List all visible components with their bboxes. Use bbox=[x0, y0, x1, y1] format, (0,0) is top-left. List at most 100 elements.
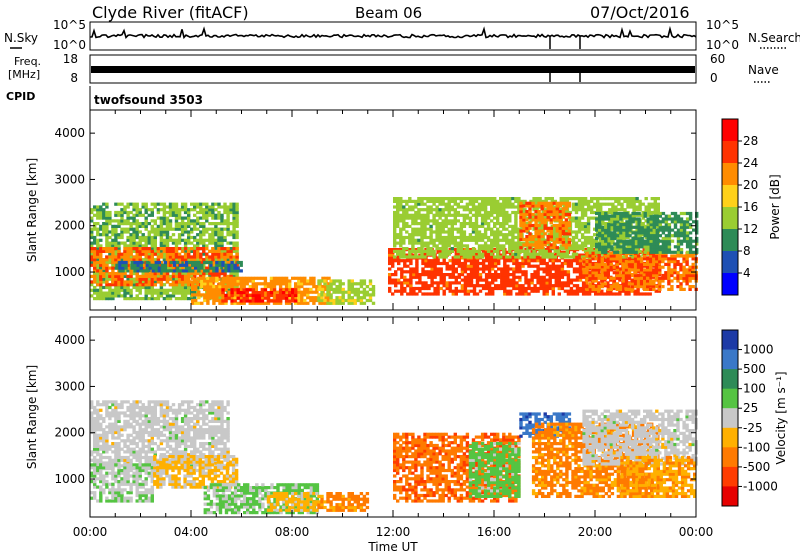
power-cell bbox=[429, 219, 433, 223]
power-cell bbox=[269, 276, 274, 280]
power-cell bbox=[135, 205, 139, 209]
power-cell bbox=[424, 253, 428, 257]
power-cell bbox=[553, 205, 557, 209]
power-cell bbox=[590, 210, 594, 215]
power-cell bbox=[548, 264, 552, 268]
power-cell bbox=[433, 286, 437, 291]
power-cell bbox=[491, 256, 495, 260]
power-cell bbox=[577, 224, 582, 228]
power-cell bbox=[593, 197, 597, 201]
power-cell bbox=[144, 274, 148, 278]
power-cell bbox=[394, 273, 398, 277]
power-cell bbox=[272, 282, 277, 286]
power-cell bbox=[180, 260, 185, 265]
power-cell bbox=[157, 260, 162, 265]
power-cell bbox=[141, 285, 145, 290]
power-cell bbox=[208, 208, 212, 212]
power-cell bbox=[120, 288, 124, 292]
power-cell bbox=[632, 199, 636, 203]
power-cell bbox=[93, 241, 97, 245]
power-cell bbox=[347, 298, 351, 303]
power-cell bbox=[396, 216, 400, 220]
power-cell bbox=[593, 205, 597, 209]
power-cell bbox=[562, 247, 567, 251]
power-cell bbox=[414, 230, 418, 234]
power-cell bbox=[594, 289, 598, 293]
power-cell bbox=[657, 261, 661, 266]
power-cell bbox=[512, 256, 516, 260]
power-cell bbox=[647, 208, 651, 212]
power-cell bbox=[300, 293, 304, 297]
power-cell bbox=[105, 219, 109, 223]
power-cell bbox=[99, 291, 103, 295]
power-cell bbox=[114, 238, 118, 242]
power-cell bbox=[512, 286, 516, 291]
power-cell bbox=[629, 230, 633, 234]
power-cell bbox=[611, 202, 615, 206]
power-cell bbox=[93, 205, 97, 209]
power-cell bbox=[412, 275, 416, 279]
power-cell bbox=[187, 258, 191, 262]
power-cell bbox=[429, 238, 433, 242]
power-cell bbox=[542, 281, 546, 285]
power-cell bbox=[441, 208, 445, 212]
power-cell bbox=[481, 261, 486, 266]
power-cell bbox=[577, 208, 582, 212]
power-cell bbox=[436, 256, 440, 260]
power-cell bbox=[90, 244, 94, 248]
power-cell bbox=[156, 224, 161, 228]
power-cell bbox=[466, 275, 471, 279]
power-cell bbox=[545, 284, 549, 288]
power-cell bbox=[451, 289, 455, 293]
power-cell bbox=[444, 241, 448, 245]
power-cell bbox=[156, 291, 161, 295]
power-cell bbox=[150, 272, 154, 276]
power-cell bbox=[408, 213, 412, 217]
power-cell bbox=[205, 227, 209, 231]
power-cell bbox=[165, 288, 170, 292]
power-cell bbox=[409, 284, 413, 288]
power-cell bbox=[118, 266, 122, 270]
power-cell bbox=[187, 288, 191, 292]
power-cell bbox=[257, 276, 262, 280]
power-cell bbox=[484, 253, 489, 257]
power-cell bbox=[129, 258, 133, 262]
power-cell bbox=[257, 293, 262, 297]
power-cell bbox=[347, 279, 351, 283]
power-cell bbox=[497, 273, 501, 277]
power-cell bbox=[530, 289, 534, 293]
power-cell bbox=[193, 213, 197, 217]
power-cell bbox=[557, 284, 561, 288]
power-cell bbox=[457, 281, 461, 285]
power-cell bbox=[529, 219, 533, 223]
power-cell bbox=[199, 252, 203, 256]
power-cell bbox=[251, 285, 255, 289]
power-cell bbox=[396, 249, 400, 253]
power-cell bbox=[508, 197, 512, 201]
power-cell bbox=[405, 235, 409, 240]
power-cell bbox=[505, 219, 509, 223]
power-cell bbox=[141, 205, 145, 209]
power-cell bbox=[490, 199, 494, 203]
power-cell bbox=[317, 298, 321, 303]
power-cell bbox=[435, 219, 439, 223]
power-cell bbox=[583, 210, 588, 215]
power-cell bbox=[432, 216, 436, 220]
power-cell bbox=[448, 264, 452, 268]
power-cell bbox=[438, 222, 442, 226]
power-cell bbox=[117, 280, 121, 284]
power-cell bbox=[90, 247, 94, 251]
power-cell bbox=[563, 250, 568, 254]
power-cell bbox=[545, 248, 549, 252]
power-cell bbox=[102, 208, 106, 212]
power-cell bbox=[399, 252, 403, 256]
power-cell bbox=[399, 202, 403, 206]
power-cell bbox=[341, 301, 345, 305]
power-cell bbox=[480, 247, 485, 251]
power-cell bbox=[400, 259, 404, 263]
power-cell bbox=[421, 261, 425, 266]
power-cell bbox=[541, 199, 545, 203]
power-cell bbox=[120, 230, 124, 234]
power-cell bbox=[474, 230, 479, 234]
power-cell bbox=[499, 197, 503, 201]
